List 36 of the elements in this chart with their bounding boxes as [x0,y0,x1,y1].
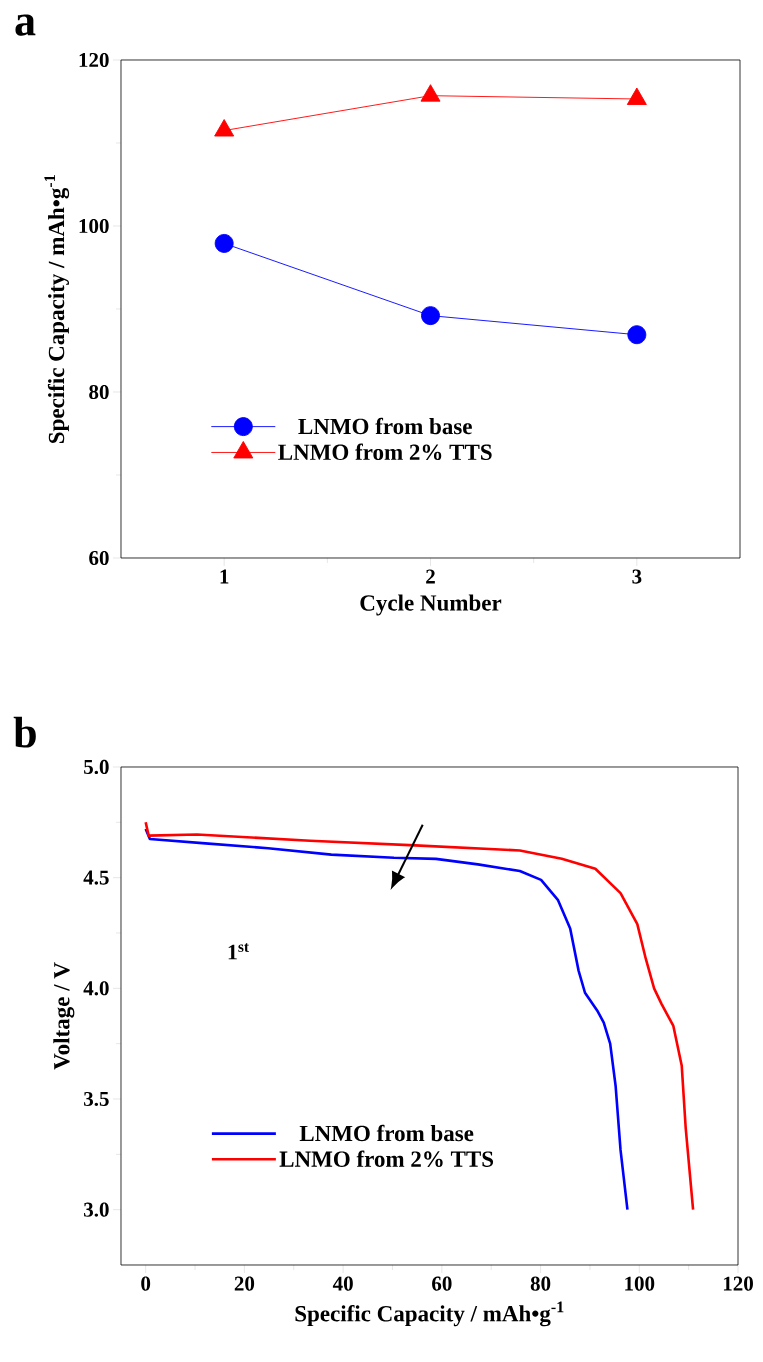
point [421,306,440,326]
y-tick-label: 5.0 [84,759,109,775]
x-axis-title: Cycle Number [360,594,502,616]
x-tick-label: 1 [220,569,229,584]
point [214,119,235,137]
chart-title: b [13,716,36,748]
x-tick-label: 120 [723,1276,753,1291]
y-axis-title: Specific Capacity / mAh•g$^{-1}$ [44,175,70,443]
x-tick-label: 60 [432,1276,452,1291]
legend-label: LNMO from 2% TTS [278,443,492,461]
point [626,87,647,105]
legend-label: LNMO from base [299,1124,474,1142]
point [627,325,647,345]
x-tick-label: 0 [141,1276,151,1291]
y-tick-label: 3.5 [84,1091,109,1107]
y-tick-label: 4.5 [83,870,109,885]
y-tick-label: 80 [89,384,109,400]
x-tick-label: 40 [332,1276,353,1291]
x-tick-label: 20 [234,1276,255,1291]
point [214,233,234,253]
y-tick-label: 100 [79,218,109,234]
y-tick-label: 4.0 [83,981,109,996]
y-tick-label: 120 [79,52,109,68]
x-tick-label: 3 [632,569,642,584]
legend-label: LNMO from 2% TTS [279,1150,494,1167]
annotation: 1$^{st}$ [228,943,249,960]
point [420,84,441,102]
x-tick-label: 80 [530,1276,551,1291]
y-axis-title: Voltage / V [53,962,75,1070]
y-tick-label: 3.0 [84,1202,109,1217]
x-tick-label: 2 [426,569,435,584]
x-tick-label: 100 [625,1276,655,1291]
legend-label: LNMO from base [298,417,472,435]
x-axis-title: Specific Capacity / mAh•g$^{-1}$ [295,1301,564,1327]
y-tick-label: 60 [89,550,109,566]
chart-title: a [15,14,36,36]
